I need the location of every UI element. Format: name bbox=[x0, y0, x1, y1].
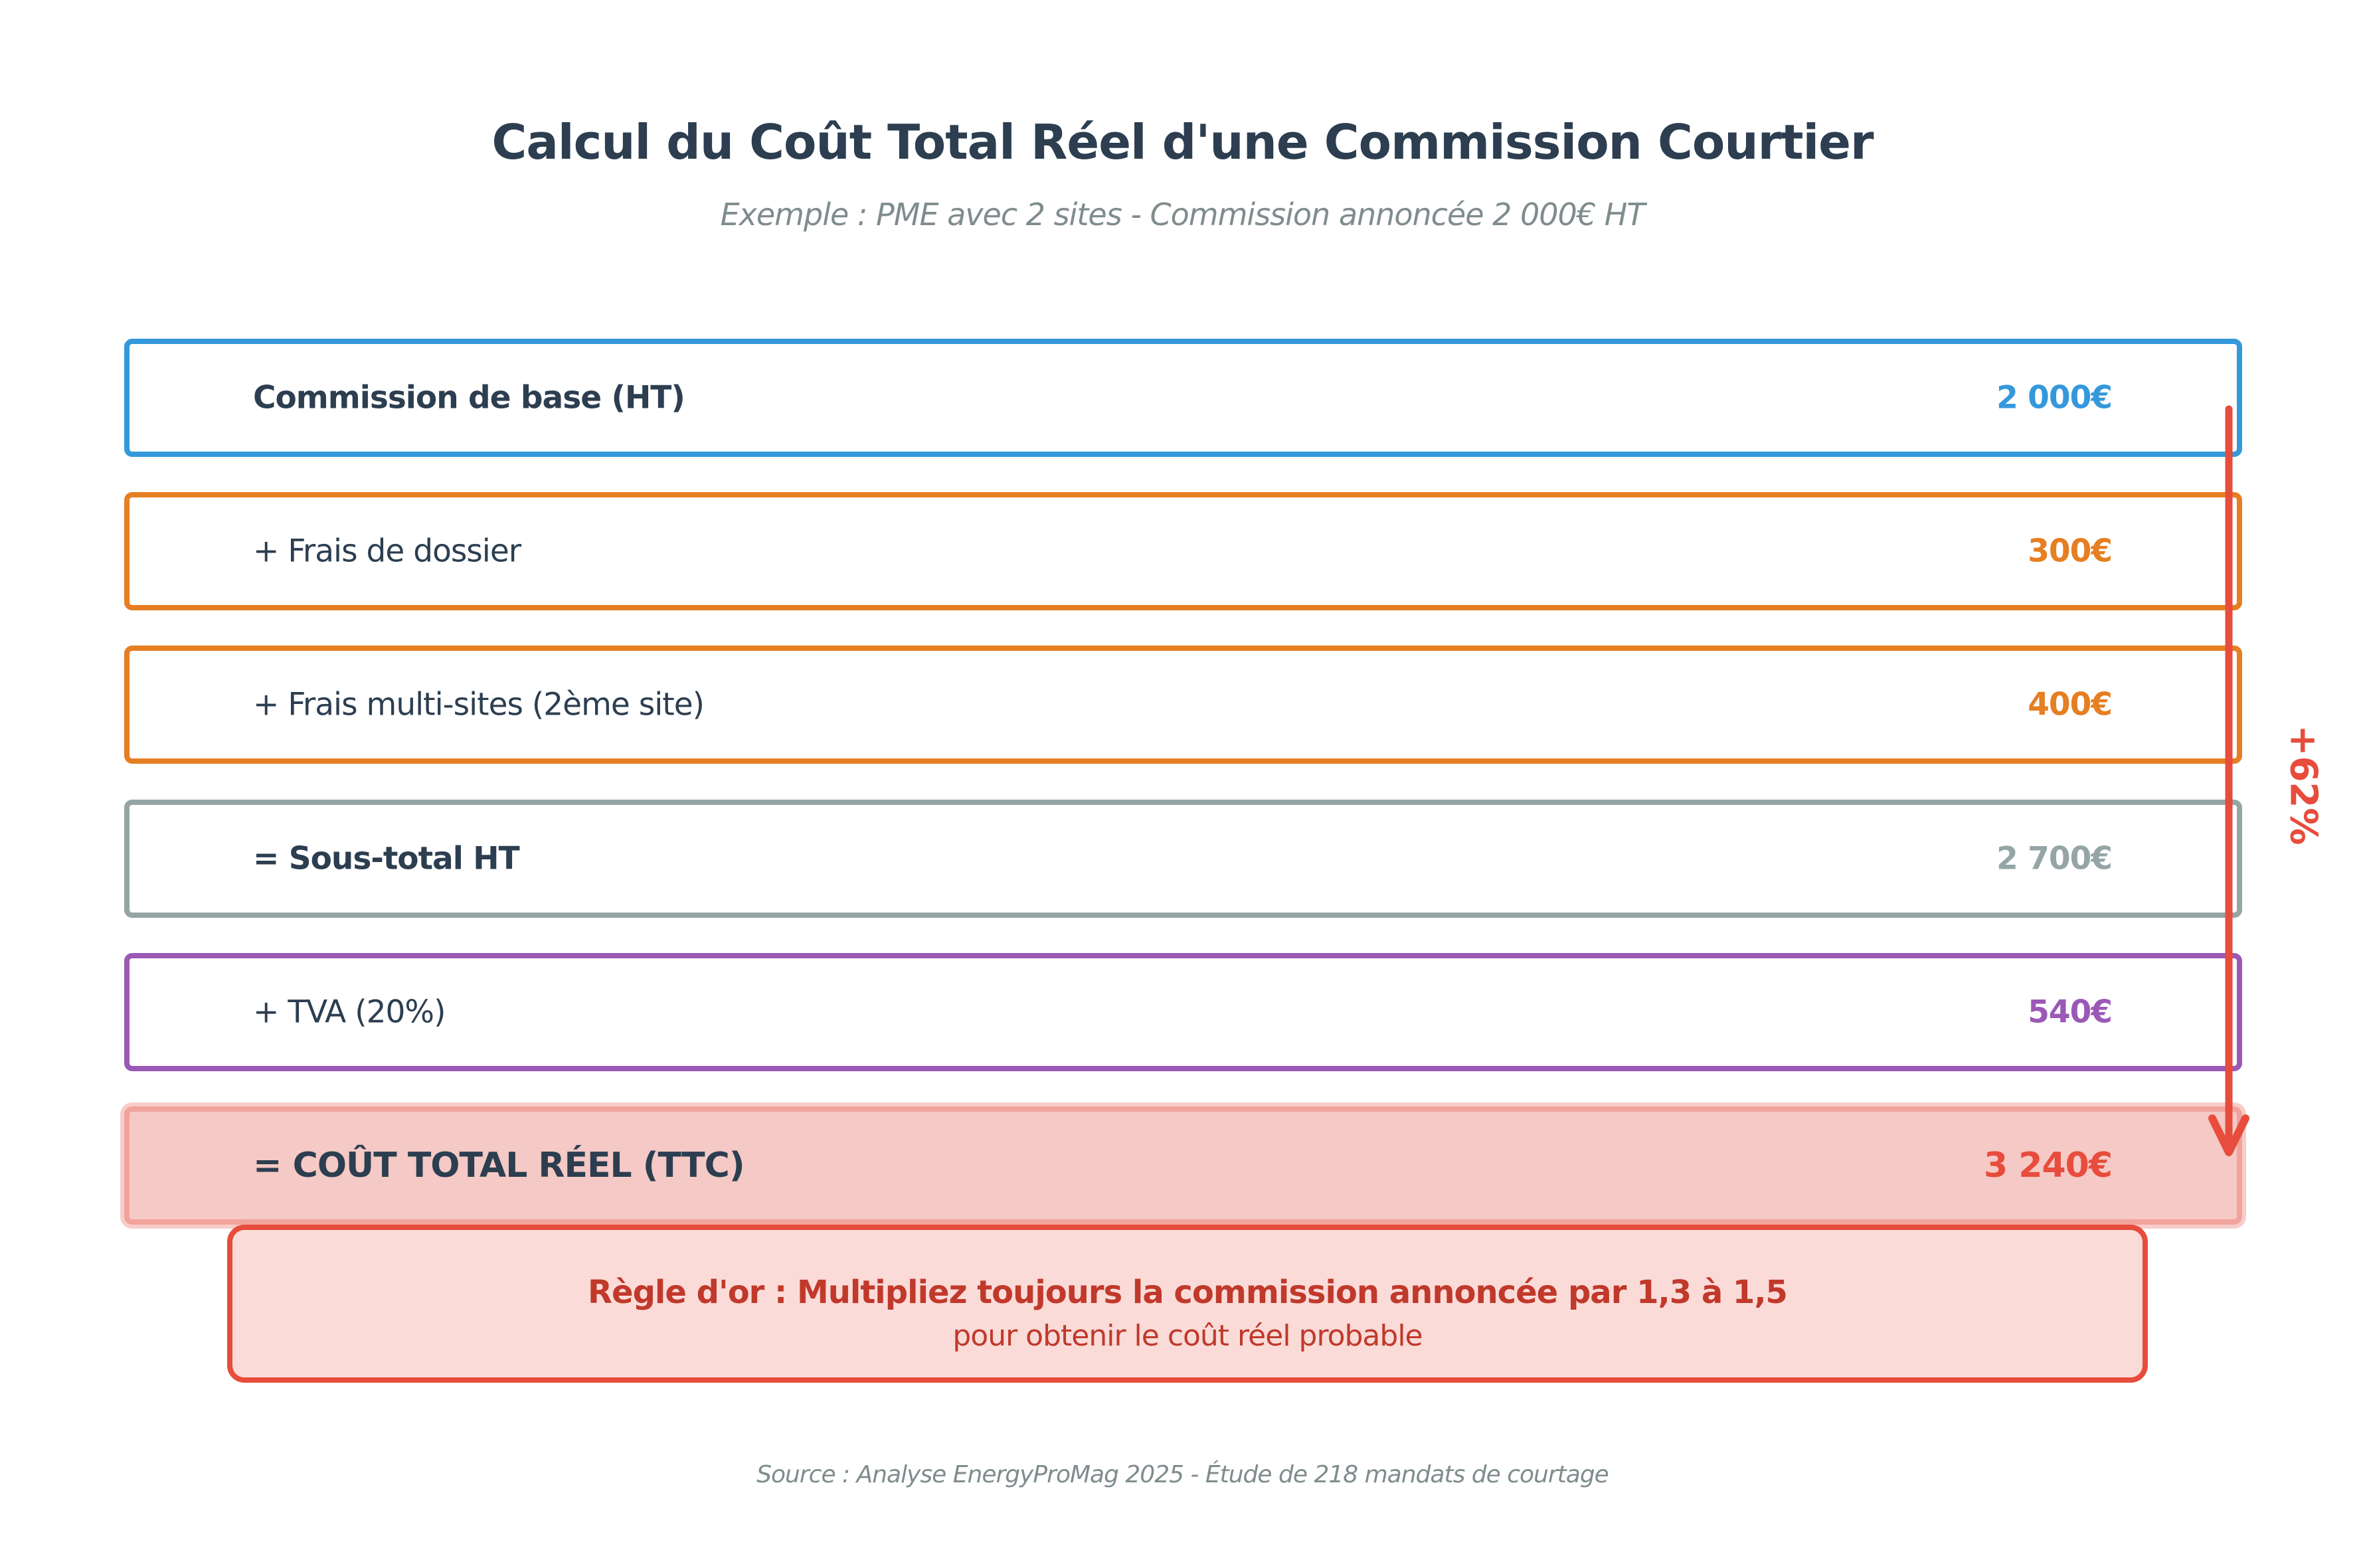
row-vat: + TVA (20%) 540€ bbox=[124, 953, 2242, 1071]
row-base-commission: Commission de base (HT) 2 000€ bbox=[124, 339, 2242, 457]
row-multisite-fees: + Frais multi-sites (2ème site) 400€ bbox=[124, 646, 2242, 764]
row-label: + Frais multi-sites (2ème site) bbox=[253, 686, 705, 723]
row-value: 300€ bbox=[2028, 533, 2113, 570]
increase-percentage: +62% bbox=[2282, 725, 2325, 845]
row-value: 540€ bbox=[2028, 994, 2113, 1031]
row-dossier-fees: + Frais de dossier 300€ bbox=[124, 492, 2242, 610]
row-label: = Sous-total HT bbox=[253, 840, 520, 877]
row-label: + Frais de dossier bbox=[253, 533, 521, 570]
row-label: + TVA (20%) bbox=[253, 994, 446, 1031]
row-label: Commission de base (HT) bbox=[253, 379, 685, 416]
row-value: 400€ bbox=[2028, 686, 2113, 723]
row-label: = COÛT TOTAL RÉEL (TTC) bbox=[253, 1146, 745, 1185]
row-value: 3 240€ bbox=[1983, 1146, 2113, 1185]
page-title: Calcul du Coût Total Réel d'une Commissi… bbox=[491, 114, 1874, 170]
row-value: 2 700€ bbox=[1996, 840, 2113, 877]
increase-label: +62% bbox=[2281, 725, 2325, 845]
source-note: Source : Analyse EnergyProMag 2025 - Étu… bbox=[756, 1461, 1609, 1488]
golden-rule-sub: pour obtenir le coût réel probable bbox=[952, 1319, 1423, 1353]
golden-rule-box: Règle d'or : Multipliez toujours la comm… bbox=[227, 1225, 2148, 1383]
golden-rule-main: Règle d'or : Multipliez toujours la comm… bbox=[588, 1274, 1788, 1311]
row-total-cost: = COÛT TOTAL RÉEL (TTC) 3 240€ bbox=[124, 1106, 2242, 1225]
page-subtitle: Exemple : PME avec 2 sites - Commission … bbox=[720, 197, 1646, 232]
row-value: 2 000€ bbox=[1996, 379, 2113, 416]
row-subtotal: = Sous-total HT 2 700€ bbox=[124, 800, 2242, 918]
